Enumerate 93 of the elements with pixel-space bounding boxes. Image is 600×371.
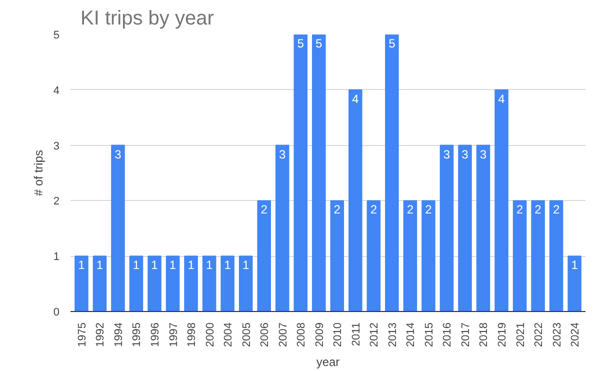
data-label: 2 [534, 202, 542, 217]
bar [111, 144, 125, 312]
y-tick-label: 3 [53, 140, 60, 152]
x-tick-label: 2004 [222, 322, 235, 347]
y-tick-label: 0 [53, 306, 60, 318]
bar [92, 256, 107, 312]
bar [403, 200, 418, 312]
bar [220, 256, 234, 312]
data-label: 2 [425, 202, 432, 217]
bar [512, 200, 527, 312]
data-label: 3 [443, 147, 450, 162]
x-axis-title: year [316, 354, 340, 369]
data-label: 4 [498, 92, 506, 106]
x-tick-label: 1975 [76, 322, 88, 347]
data-label: 2 [334, 202, 341, 217]
x-tick-label: 2009 [314, 322, 326, 347]
x-tick-label: 2011 [350, 322, 362, 346]
x-tick-label: 2014 [405, 322, 418, 347]
y-axis-title: # of trips [31, 150, 46, 196]
data-label: 3 [279, 147, 286, 162]
data-label: 1 [188, 258, 195, 272]
data-label: 2 [370, 202, 378, 217]
x-tick-label: 2018 [478, 322, 490, 347]
x-tick-label: 2019 [496, 322, 508, 347]
bar [549, 200, 564, 312]
data-label: 1 [242, 258, 250, 272]
x-tick-label: 2010 [332, 322, 344, 347]
bar [238, 256, 253, 312]
bar [385, 34, 399, 312]
bar [148, 256, 162, 312]
x-tick-label: 2017 [460, 322, 472, 347]
chart-title: KI trips by year [80, 8, 214, 30]
data-label: 3 [480, 147, 487, 162]
data-label: 1 [206, 258, 213, 272]
x-tick-label: 2024 [570, 322, 582, 347]
bar [330, 200, 344, 312]
data-label: 3 [114, 147, 122, 162]
x-tick-label: 2000 [204, 322, 216, 347]
bar [494, 89, 508, 312]
x-tick-label: 2015 [423, 322, 436, 347]
x-tick-label: 2008 [296, 322, 308, 347]
bar [294, 34, 308, 312]
data-label: 1 [571, 258, 578, 272]
bar [476, 144, 490, 312]
bar [129, 256, 144, 312]
data-label: 1 [224, 258, 232, 272]
data-label: 2 [552, 202, 560, 217]
bar [531, 200, 545, 312]
data-label: 2 [260, 202, 268, 217]
x-tick-label: 2021 [514, 322, 527, 347]
bar [257, 200, 271, 312]
x-tick-label: 1998 [186, 322, 198, 347]
data-label: 1 [169, 258, 176, 272]
bar [202, 256, 216, 312]
y-tick-label: 2 [53, 196, 60, 208]
data-label: 1 [96, 258, 104, 272]
bar [166, 256, 180, 312]
data-label: 1 [151, 258, 158, 272]
y-tick-label: 1 [53, 251, 60, 264]
x-tick-label: 1994 [112, 322, 125, 347]
x-tick-label: 2006 [259, 322, 272, 347]
data-label: 5 [388, 36, 396, 50]
bar [312, 34, 326, 312]
bar [74, 256, 88, 312]
x-tick-label: 2013 [386, 322, 399, 347]
data-label: 2 [516, 202, 524, 217]
bar [422, 200, 436, 312]
bar [275, 144, 290, 312]
bar [458, 144, 472, 312]
x-tick-label: 2022 [533, 322, 546, 347]
x-tick-label: 2012 [368, 322, 381, 347]
data-label: 4 [352, 92, 360, 106]
x-tick-label: 2005 [240, 322, 253, 347]
data-label: 5 [297, 36, 304, 50]
bar [366, 200, 381, 312]
y-tick-label: 4 [53, 84, 60, 97]
x-tick-label: 1995 [131, 322, 144, 347]
bar [568, 256, 582, 312]
x-tick-label: 1992 [94, 322, 107, 347]
x-tick-label: 2023 [551, 322, 564, 347]
data-label: 1 [132, 258, 140, 272]
x-tick-label: 1997 [168, 322, 180, 347]
x-tick-label: 2016 [442, 322, 454, 347]
data-label: 3 [462, 147, 469, 162]
bar [440, 144, 454, 312]
data-label: 1 [78, 258, 86, 272]
bar [348, 89, 362, 312]
x-tick-label: 1996 [150, 322, 162, 347]
bar [184, 256, 198, 312]
data-label: 2 [406, 202, 414, 217]
y-tick-label: 5 [53, 30, 60, 42]
x-tick-label: 2007 [277, 322, 290, 347]
data-label: 5 [316, 36, 323, 50]
